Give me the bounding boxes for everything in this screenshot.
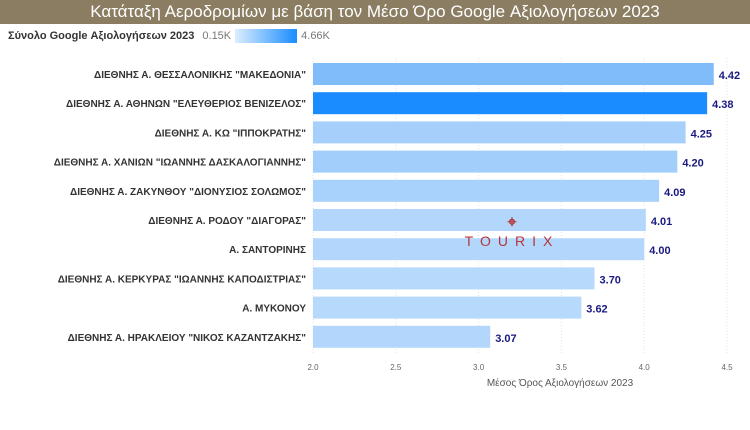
value-label: 3.07 (495, 333, 516, 345)
watermark-logo: ⌖ TOURIX (464, 214, 560, 250)
x-tick-label: 4.5 (721, 363, 733, 372)
category-label: ΔΙΕΘΝΗΣ Α. ΑΘΗΝΩΝ "ΕΛΕΥΘΕΡΙΟΣ ΒΕΝΙΖΕΛΟΣ" (66, 99, 306, 110)
bar (313, 209, 646, 231)
value-label: 4.20 (682, 158, 703, 170)
category-label: ΔΙΕΘΝΗΣ Α. ΖΑΚΥΝΘΟΥ "ΔΙΟΝΥΣΙΟΣ ΣΟΛΩΜΟΣ" (70, 187, 306, 198)
x-tick-label: 3.5 (556, 363, 568, 372)
x-axis-title: Μέσος Όρος Αξιολογήσεων 2023 (487, 377, 634, 389)
value-label: 4.42 (719, 70, 740, 82)
category-label: ΔΙΕΘΝΗΣ Α. ΘΕΣΣΑΛΟΝΙΚΗΣ "ΜΑΚΕΔΟΝΙΑ" (94, 70, 306, 81)
bar (313, 179, 660, 202)
bar (313, 296, 582, 319)
x-tick-label: 2.0 (307, 363, 319, 372)
bar (313, 150, 678, 173)
legend-max-label: 4.66K (301, 30, 330, 42)
x-tick-label: 3.0 (473, 363, 485, 372)
value-label: 4.25 (691, 128, 712, 140)
x-tick-label: 2.5 (390, 363, 402, 372)
watermark-text: TOURIX (464, 233, 560, 249)
category-label: ΔΙΕΘΝΗΣ Α. ΧΑΝΙΩΝ "ΙΩΑΝΝΗΣ ΔΑΣΚΑΛΟΓΙΑΝΝΗ… (54, 158, 306, 169)
value-label: 4.00 (649, 245, 670, 257)
legend-gradient (235, 29, 298, 43)
legend-title: Σύνολο Google Αξιολογήσεων 2023 (8, 30, 195, 42)
category-label: ΔΙΕΘΝΗΣ Α. ΚΕΡΚΥΡΑΣ "ΙΩΑΝΝΗΣ ΚΑΠΟΔΙΣΤΡΙΑ… (58, 274, 307, 285)
bar (313, 325, 491, 348)
x-tick-label: 4.0 (639, 363, 651, 372)
bar (313, 121, 686, 144)
value-label: 4.09 (664, 187, 685, 199)
bar (313, 267, 595, 290)
category-label: ΔΙΕΘΝΗΣ Α. ΚΩ "ΙΠΠΟΚΡΑΤΗΣ" (155, 128, 307, 139)
category-label: ΔΙΕΘΝΗΣ Α. ΗΡΑΚΛΕΙΟΥ "ΝΙΚΟΣ ΚΑΖΑΝΤΖΑΚΗΣ" (68, 333, 307, 344)
bar (313, 238, 645, 261)
value-label: 3.70 (600, 274, 621, 286)
bar (313, 92, 708, 115)
bar (313, 63, 714, 85)
chart-title: Κατάταξη Αεροδρομίων με βάση τον Μέσο Όρ… (0, 0, 750, 24)
category-label: Α. ΜΥΚΟΝΟΥ (242, 304, 306, 315)
pin-icon: ⌖ (507, 214, 517, 231)
category-label: Α. ΣΑΝΤΟΡΙΝΗΣ (229, 245, 306, 256)
value-label: 4.38 (712, 99, 733, 111)
color-legend: Σύνολο Google Αξιολογήσεων 2023 0.15K 4.… (8, 28, 330, 44)
category-label: ΔΙΕΘΝΗΣ Α. ΡΟΔΟΥ "ΔΙΑΓΟΡΑΣ" (148, 216, 306, 227)
legend-min-label: 0.15K (202, 30, 232, 42)
value-label: 4.01 (651, 216, 672, 228)
value-label: 3.62 (586, 304, 607, 316)
